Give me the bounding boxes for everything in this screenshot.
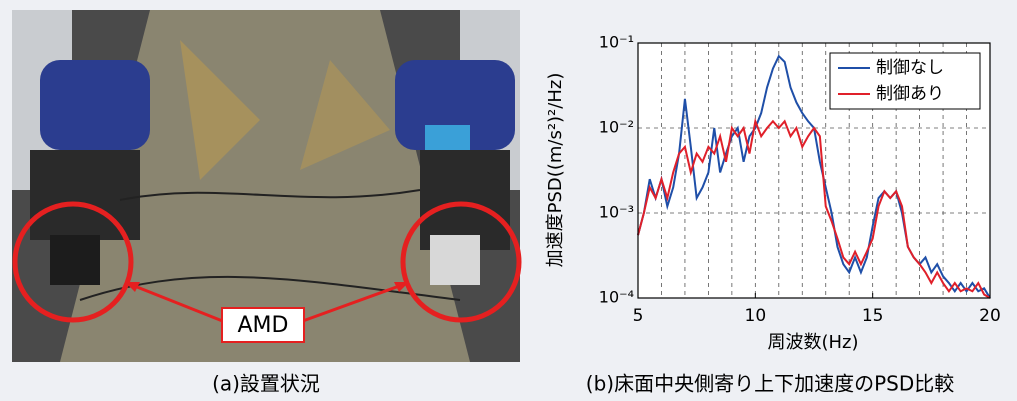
x-tick-label: 20 bbox=[979, 306, 1001, 326]
y-axis-label: 加速度PSD((m/s²)²/Hz) bbox=[545, 73, 566, 268]
x-tick-label: 10 bbox=[745, 306, 767, 326]
legend-label: 制御なし bbox=[876, 58, 944, 78]
legend-label: 制御あり bbox=[876, 84, 944, 104]
x-tick-label: 5 bbox=[633, 306, 644, 326]
page: AMD (a)設置状況 (b)床面中央側寄り上下加速度のPSD比較 周波数(Hz… bbox=[0, 0, 1017, 401]
photo: AMD bbox=[12, 10, 520, 362]
chart-caption: (b)床面中央側寄り上下加速度のPSD比較 bbox=[586, 372, 954, 396]
y-tick-label: 10⁻⁴ bbox=[599, 288, 634, 307]
figure: AMD (a)設置状況 (b)床面中央側寄り上下加速度のPSD比較 周波数(Hz… bbox=[0, 0, 1017, 401]
y-tick-label: 10⁻³ bbox=[599, 203, 634, 222]
x-tick-label: 15 bbox=[862, 306, 884, 326]
photo-label: AMD bbox=[238, 313, 289, 338]
y-tick-label: 10⁻¹ bbox=[599, 33, 634, 52]
photo-caption: (a)設置状況 bbox=[212, 372, 320, 396]
x-axis-label: 周波数(Hz) bbox=[767, 332, 858, 353]
y-tick-label: 10⁻² bbox=[599, 118, 634, 137]
